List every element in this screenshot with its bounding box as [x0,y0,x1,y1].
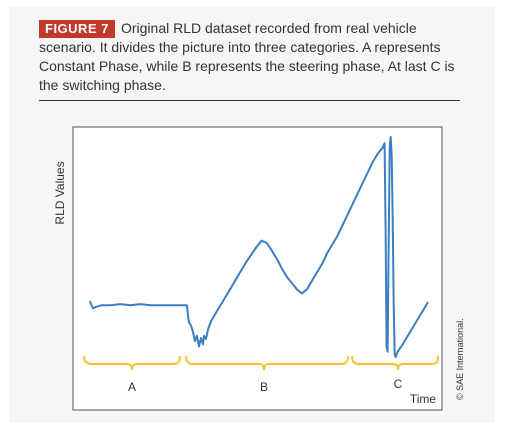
copyright-notice: © SAE International. [455,318,465,400]
phase-label-b: B [260,380,268,394]
figure-caption: FIGURE 7 Original RLD dataset recorded fr… [39,19,459,95]
phase-bracket-a [83,355,181,371]
caption-rule [39,100,460,101]
phase-label-c: C [394,377,403,391]
caption-text: Original RLD dataset recorded from real … [39,20,455,93]
phase-bracket-b [185,355,349,371]
x-axis-label: Time [410,392,437,406]
rld-series-line [89,136,429,358]
figure-label: FIGURE 7 [39,20,115,38]
phase-bracket-c [351,355,439,371]
phase-brackets [83,355,439,371]
plot-frame [72,126,443,411]
phase-label-a: A [128,380,136,394]
y-axis-label: RLD Values [53,161,67,224]
